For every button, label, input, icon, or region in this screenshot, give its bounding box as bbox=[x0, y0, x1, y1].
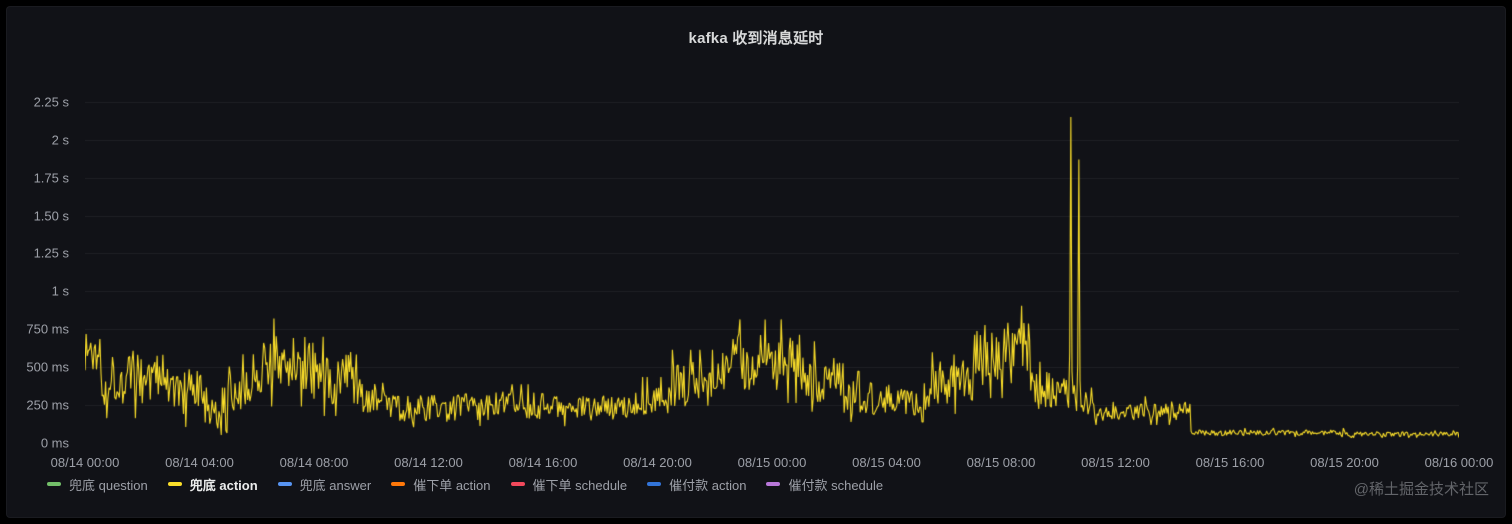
y-axis-label: 1 s bbox=[51, 283, 69, 299]
legend-label: 兜底 question bbox=[69, 477, 148, 493]
legend-item[interactable]: 催下单 schedule bbox=[510, 475, 628, 494]
watermark: @稀土掘金技术社区 bbox=[1353, 481, 1489, 498]
x-axis: 08/14 00:00 08/14 04:00 08/14 08:00 08/14 1… bbox=[51, 453, 1494, 471]
y-axis-label: 1.50 s bbox=[33, 208, 69, 223]
series-color-dash-icon bbox=[391, 482, 406, 486]
legend-label: 催下单 schedule bbox=[532, 477, 628, 493]
x-axis-label: 08/16 00:00 bbox=[1424, 455, 1494, 470]
x-axis-label: 08/14 00:00 bbox=[50, 455, 120, 470]
x-axis-label: 08/14 04:00 bbox=[165, 455, 234, 470]
y-axis-label: 250 ms bbox=[26, 397, 69, 413]
legend-label: 兜底 action bbox=[189, 477, 258, 493]
y-axis-label: 2 s bbox=[51, 132, 69, 148]
legend-label: 兜底 answer bbox=[299, 477, 372, 493]
x-axis-label: 08/14 20:00 bbox=[623, 455, 692, 470]
y-axis: 0 ms 250 ms 500 ms 750 ms 1 s 1.25 s 1.50 s 1.7… bbox=[7, 79, 77, 450]
y-axis-label: 2.25 s bbox=[33, 94, 69, 110]
y-axis-label: 750 ms bbox=[26, 321, 69, 337]
y-axis-label: 1.75 s bbox=[33, 170, 69, 186]
x-axis-label: 08/15 20:00 bbox=[1310, 455, 1379, 470]
legend-item[interactable]: 兜底 question bbox=[47, 475, 148, 494]
y-axis-label: 1.25 s bbox=[33, 245, 69, 261]
series-color-dash-icon bbox=[647, 482, 662, 486]
plot-area[interactable] bbox=[85, 79, 1459, 443]
x-axis-label: 08/15 08:00 bbox=[966, 455, 1036, 470]
legend-label: 催付款 schedule bbox=[788, 477, 884, 493]
series-color-dash-icon bbox=[47, 482, 61, 486]
series-color-dash-icon bbox=[277, 482, 292, 486]
legend-label: 催付款 action bbox=[669, 477, 747, 493]
legend-item[interactable]: 催付款 schedule bbox=[766, 475, 883, 494]
series-color-dash-icon bbox=[167, 482, 182, 486]
x-axis-label: 08/14 08:00 bbox=[279, 455, 349, 470]
grafana-panel: kafka 收到消息延时 0 ms 250 ms 500 ms 750 ms 1 s 1.… bbox=[6, 6, 1506, 518]
legend-label: 催下单 action bbox=[413, 477, 491, 493]
legend-item[interactable]: 兜底 answer bbox=[277, 475, 372, 494]
series-color-dash-icon bbox=[766, 482, 781, 486]
series-color-dash-icon bbox=[510, 482, 525, 486]
chart-canvas[interactable] bbox=[85, 79, 1459, 443]
legend-item[interactable]: 兜底 action bbox=[167, 475, 258, 494]
y-axis-label: 0 ms bbox=[40, 435, 69, 451]
legend-item[interactable]: 催下单 action bbox=[391, 475, 491, 494]
y-axis-label: 500 ms bbox=[26, 359, 69, 375]
x-axis-label: 08/14 16:00 bbox=[508, 455, 578, 470]
x-axis-label: 08/15 00:00 bbox=[737, 455, 807, 470]
legend: 兜底 question 兜底 action 兜底 answer 催下单 action 催… bbox=[47, 475, 883, 493]
x-axis-label: 08/14 12:00 bbox=[394, 455, 463, 470]
x-axis-label: 08/15 04:00 bbox=[852, 455, 921, 470]
x-axis-label: 08/15 12:00 bbox=[1081, 455, 1150, 470]
page-title: kafka 收到消息延时 bbox=[688, 30, 824, 47]
x-axis-label: 08/15 16:00 bbox=[1195, 455, 1265, 470]
legend-item[interactable]: 催付款 action bbox=[647, 475, 746, 494]
